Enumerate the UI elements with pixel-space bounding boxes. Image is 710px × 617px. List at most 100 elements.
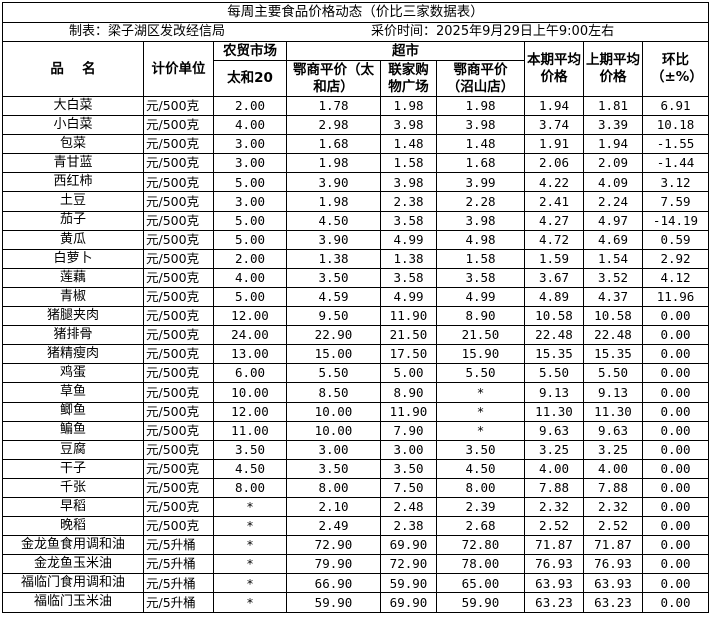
taihe20-price: * xyxy=(213,535,287,556)
taihe20-price: 3.00 xyxy=(213,153,287,174)
unit: 元/500克 xyxy=(143,248,214,269)
header-taihe20: 太和20 xyxy=(213,60,287,97)
prev-avg: 63.93 xyxy=(583,573,643,594)
table-row: 猪腿夹肉 元/500克 12.00 9.50 11.90 8.90 10.58 10.58 0.… xyxy=(2,306,710,327)
current-avg: 2.32 xyxy=(524,496,584,518)
esp-zhaoshan-price: 2.39 xyxy=(436,496,525,518)
change-pct: 0.00 xyxy=(641,439,710,460)
lianjia-price: 3.58 xyxy=(380,267,437,288)
esp-taihe-price: 3.90 xyxy=(286,229,381,250)
lianjia-price: 4.99 xyxy=(380,286,437,308)
esp-zhaoshan-price: 65.00 xyxy=(436,573,525,594)
esp-zhaoshan-price: 8.00 xyxy=(436,477,525,498)
taihe20-price: 2.00 xyxy=(213,95,287,117)
prev-avg: 11.30 xyxy=(583,401,643,422)
change-pct: 0.00 xyxy=(641,420,710,441)
change-pct: 0.00 xyxy=(641,382,710,403)
unit: 元/500克 xyxy=(143,115,214,136)
prev-avg: 1.54 xyxy=(583,248,643,269)
change-pct: 0.00 xyxy=(641,554,710,575)
change-pct: 0.00 xyxy=(641,496,710,518)
current-avg: 15.35 xyxy=(524,344,584,365)
prev-avg: 1.81 xyxy=(583,95,643,117)
lianjia-price: 2.48 xyxy=(380,496,437,518)
esp-zhaoshan-price: 59.90 xyxy=(436,592,525,613)
prev-avg: 4.37 xyxy=(583,286,643,308)
lianjia-price: 3.58 xyxy=(380,210,437,231)
current-avg: 2.41 xyxy=(524,191,584,212)
unit: 元/500克 xyxy=(143,439,214,460)
table-row: 黄瓜 元/500克 5.00 3.90 4.99 4.98 4.72 4.69 0.59 xyxy=(2,229,710,250)
esp-zhaoshan-price: 21.50 xyxy=(436,325,525,346)
unit: 元/500克 xyxy=(143,496,214,518)
lianjia-price: 1.38 xyxy=(380,248,437,269)
header-current-avg: 本期平均价格 xyxy=(524,41,584,97)
header-lianjia: 联家购物广场 xyxy=(380,60,437,97)
change-pct: 2.92 xyxy=(641,248,710,269)
current-avg: 7.88 xyxy=(524,477,584,498)
esp-taihe-price: 8.00 xyxy=(286,477,381,498)
taihe20-price: 12.00 xyxy=(213,306,287,327)
taihe20-price: 4.50 xyxy=(213,458,287,479)
table-row: 金龙鱼食用调和油 元/5升桶 * 72.90 69.90 72.80 71.87 71.87 0… xyxy=(2,535,710,556)
esp-taihe-price: 79.90 xyxy=(286,554,381,575)
change-pct: 0.00 xyxy=(641,535,710,556)
item-name: 鸡蛋 xyxy=(2,363,144,384)
table-row: 大白菜 元/500克 2.00 1.78 1.98 1.98 1.94 1.81 6.91 xyxy=(2,95,710,117)
taihe20-price: 4.00 xyxy=(213,115,287,136)
prev-avg: 9.13 xyxy=(583,382,643,403)
change-pct: -14.19 xyxy=(641,210,710,231)
header-esp-zhaoshan: 鄂商平价（沼山店） xyxy=(436,60,525,97)
table-row: 小白菜 元/500克 4.00 2.98 3.98 3.98 3.74 3.39 10.18 xyxy=(2,115,710,136)
unit: 元/500克 xyxy=(143,401,214,422)
change-pct: 10.18 xyxy=(641,115,710,136)
item-name: 金龙鱼玉米油 xyxy=(2,554,144,575)
prev-avg: 2.52 xyxy=(583,516,643,537)
lianjia-price: 21.50 xyxy=(380,325,437,346)
item-name: 猪精瘦肉 xyxy=(2,344,144,365)
current-avg: 10.58 xyxy=(524,306,584,327)
unit: 元/5升桶 xyxy=(143,573,214,594)
esp-taihe-price: 9.50 xyxy=(286,306,381,327)
taihe20-price: 5.00 xyxy=(213,210,287,231)
esp-zhaoshan-price: * xyxy=(436,401,525,422)
esp-zhaoshan-price: 1.58 xyxy=(436,248,525,269)
change-pct: 11.96 xyxy=(641,286,710,308)
prev-avg: 3.52 xyxy=(583,267,643,288)
prev-avg: 2.24 xyxy=(583,191,643,212)
prev-avg: 15.35 xyxy=(583,344,643,365)
lianjia-price: 1.98 xyxy=(380,95,437,117)
esp-taihe-price: 10.00 xyxy=(286,401,381,422)
current-avg: 4.00 xyxy=(524,458,584,479)
taihe20-price: * xyxy=(213,573,287,594)
current-avg: 3.74 xyxy=(524,115,584,136)
table-row: 鸡蛋 元/500克 6.00 5.50 5.00 5.50 5.50 5.50 0.00 xyxy=(2,363,710,384)
lianjia-price: 1.58 xyxy=(380,153,437,174)
taihe20-price: 5.00 xyxy=(213,172,287,193)
item-name: 福临门玉米油 xyxy=(2,592,144,613)
unit: 元/500克 xyxy=(143,267,214,288)
item-name: 白萝卜 xyxy=(2,248,144,269)
current-avg: 3.25 xyxy=(524,439,584,460)
esp-zhaoshan-price: * xyxy=(436,420,525,441)
prev-avg: 1.94 xyxy=(583,134,643,155)
header-name: 品 名 xyxy=(2,41,144,97)
unit: 元/5升桶 xyxy=(143,535,214,556)
unit: 元/500克 xyxy=(143,286,214,308)
current-avg: 9.13 xyxy=(524,382,584,403)
unit: 元/500克 xyxy=(143,458,214,479)
change-pct: -1.55 xyxy=(641,134,710,155)
esp-taihe-price: 3.50 xyxy=(286,458,381,479)
item-name: 青椒 xyxy=(2,286,144,308)
table-row: 豆腐 元/500克 3.50 3.00 3.00 3.50 3.25 3.25 0.00 xyxy=(2,439,710,460)
item-name: 猪排骨 xyxy=(2,325,144,346)
unit: 元/500克 xyxy=(143,420,214,441)
taihe20-price: 3.50 xyxy=(213,439,287,460)
header-esp-taihe: 鄂商平价（太和店） xyxy=(286,60,381,97)
unit: 元/500克 xyxy=(143,134,214,155)
item-name: 千张 xyxy=(2,477,144,498)
esp-zhaoshan-price: 3.50 xyxy=(436,439,525,460)
lianjia-price: 4.99 xyxy=(380,229,437,250)
item-name: 大白菜 xyxy=(2,95,144,117)
current-avg: 76.93 xyxy=(524,554,584,575)
